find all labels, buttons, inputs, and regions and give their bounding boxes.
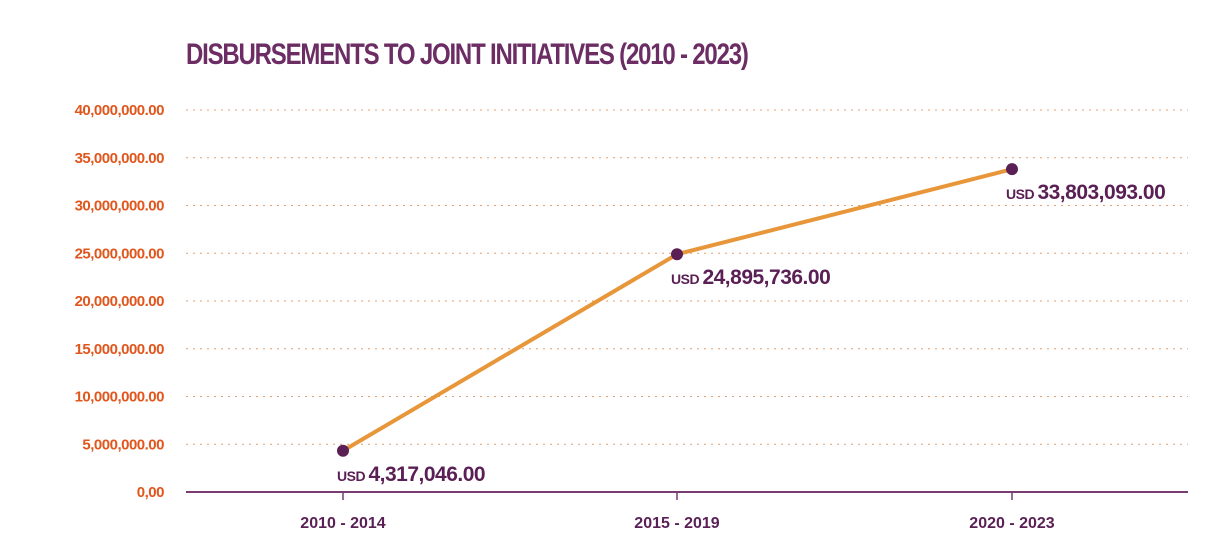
y-tick-label: 10,000,000.00 [75, 389, 165, 406]
grid-lines [186, 109, 1188, 445]
y-tick-label: 25,000,000.00 [75, 245, 165, 262]
data-label-value: 4,317,046.00 [368, 463, 485, 486]
data-label: USD 33,803,093.00 [1006, 181, 1165, 204]
y-tick-label: 5,000,000.00 [82, 436, 164, 453]
y-tick-label: 35,000,000.00 [75, 150, 165, 167]
y-tick-label: 30,000,000.00 [75, 198, 165, 215]
x-tick-label: 2015 - 2019 [634, 515, 720, 532]
data-label: USD 24,895,736.00 [671, 266, 830, 289]
y-tick-label: 0,00 [137, 484, 164, 501]
data-point [337, 444, 349, 457]
y-axis-ticks: 0,00 5,000,000.00 10,000,000.00 15,000,000.… [75, 102, 165, 501]
chart-title: DISBURSEMENTS TO JOINT INITIATIVES (2010… [186, 38, 749, 71]
data-label: USD 4,317,046.00 [337, 463, 485, 486]
data-label-currency: USD [337, 468, 368, 484]
data-point [1006, 163, 1018, 176]
y-tick-label: 20,000,000.00 [75, 293, 165, 310]
data-label-value: 33,803,093.00 [1037, 181, 1165, 204]
x-tick-label: 2010 - 2014 [300, 515, 386, 532]
x-tick-label: 2020 - 2023 [969, 515, 1055, 532]
series-line [341, 167, 1013, 453]
data-label-currency: USD [1006, 186, 1037, 202]
y-tick-label: 15,000,000.00 [75, 341, 165, 358]
data-points [337, 163, 1018, 457]
data-point [671, 248, 683, 261]
data-label-value: 24,895,736.00 [702, 266, 830, 289]
x-axis-ticks: 2010 - 2014 2015 - 2019 2020 - 2023 [300, 492, 1055, 532]
y-tick-label: 40,000,000.00 [75, 102, 165, 119]
data-label-currency: USD [671, 271, 702, 287]
